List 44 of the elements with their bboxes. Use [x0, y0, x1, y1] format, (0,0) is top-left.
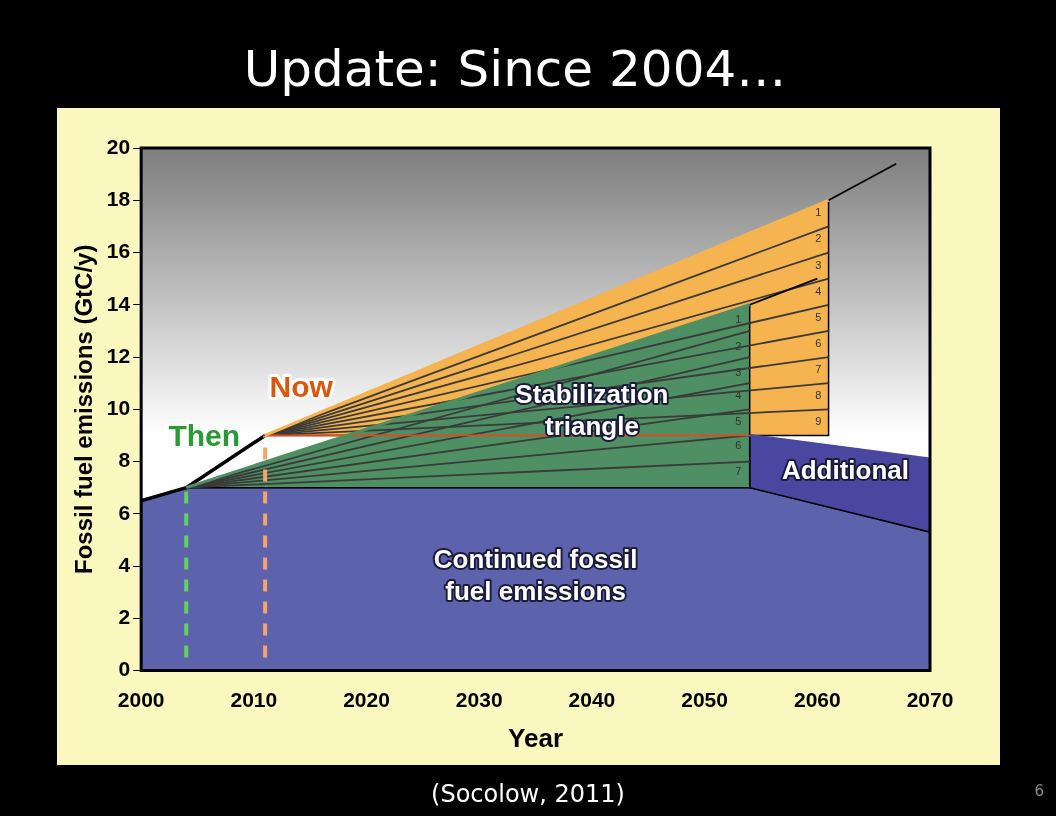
y-tick-label: 2 [118, 605, 131, 629]
y-axis-title: Fossil fuel emissions (GtC/y) [70, 244, 98, 574]
y-tick-label: 12 [106, 343, 131, 367]
annotation: Additional [781, 455, 910, 486]
y-tick-label: 16 [106, 239, 131, 263]
chart-title: Update: Since 2004… [242, 40, 788, 98]
annotation: 5 [815, 310, 822, 323]
annotation: 7 [815, 363, 822, 376]
y-tick-label: 0 [118, 657, 131, 681]
x-tick-label: 2020 [343, 688, 390, 711]
annotation: 8 [815, 389, 822, 402]
annotation: 1 [735, 313, 742, 326]
x-tick-label: 2000 [117, 688, 165, 711]
annotation: Continued fossil fuel emissions [433, 543, 638, 606]
annotation: 3 [815, 258, 822, 271]
x-tick-label: 2070 [906, 688, 954, 711]
annotation: 1 [815, 206, 822, 219]
x-tick-label: 2040 [568, 688, 616, 711]
annotation: Then [168, 419, 241, 453]
annotation: 6 [735, 438, 742, 451]
x-tick-label: 2010 [230, 688, 278, 711]
text: (Socolow, 2011) [431, 780, 625, 808]
annotation: 3 [735, 365, 742, 378]
annotation: 6 [815, 337, 822, 350]
annotation: 4 [735, 389, 742, 402]
x-tick-label: 2030 [455, 688, 503, 711]
annotation: 4 [815, 284, 822, 297]
x-tick-label: 2060 [793, 688, 841, 711]
x-tick-label: 2050 [681, 688, 728, 711]
y-tick-label: 4 [118, 552, 131, 576]
y-tick-label: 14 [106, 291, 131, 315]
annotation: Stabilization triangle [515, 379, 669, 442]
y-tick-label: 10 [106, 396, 131, 420]
y-tick-label: 20 [106, 134, 131, 158]
text: 6 [1034, 782, 1044, 800]
y-tick-label: 6 [118, 500, 131, 524]
y-tick-label: 18 [106, 187, 131, 211]
y-tick-label: 8 [118, 448, 131, 472]
annotation: Now [269, 369, 334, 403]
annotation: 5 [735, 415, 742, 428]
annotation: 9 [815, 415, 822, 428]
x-axis-title: Year [508, 722, 564, 753]
annotation: 2 [815, 232, 822, 245]
annotation: 7 [735, 465, 742, 478]
